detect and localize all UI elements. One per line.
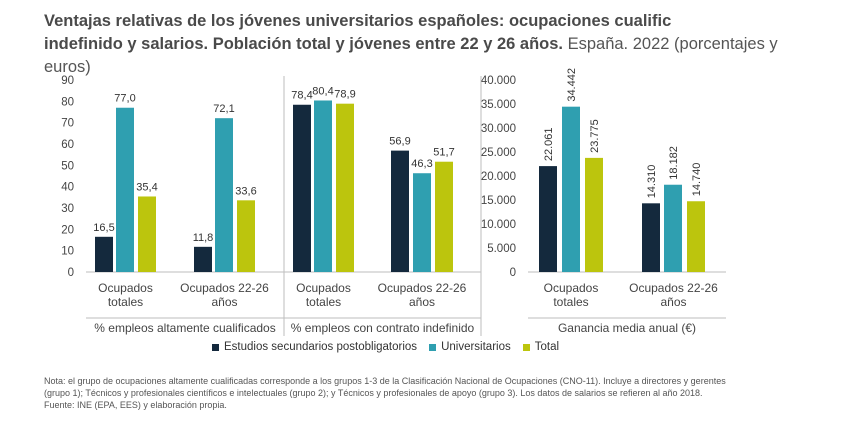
y-tick-label: 10.000 — [481, 219, 516, 231]
y-tick-label: 30 — [61, 203, 74, 215]
bar-universitarios-totales — [314, 100, 332, 272]
legend-item-universitarios: Universitarios — [429, 341, 511, 353]
bar-total-totales — [585, 157, 603, 272]
y-tick-label: 70 — [61, 118, 74, 130]
panel-axis-label: % empleos altamente cualificados — [94, 321, 275, 335]
y-tick-label: 30.000 — [481, 123, 516, 135]
data-label: 77,0 — [114, 93, 135, 105]
category-label: Ocupados — [544, 281, 599, 295]
y-tick-label: 20 — [61, 224, 74, 236]
bar-universitarios-22-26 — [664, 184, 682, 272]
data-label: 14.310 — [646, 165, 658, 199]
category-label: años — [409, 295, 435, 309]
y-tick-label: 50 — [61, 160, 74, 172]
category-label: Ocupados — [98, 281, 153, 295]
category-label: Ocupados 22-26 — [629, 281, 718, 295]
y-tick-label: 40 — [61, 182, 74, 194]
y-tick-label: 0 — [510, 267, 516, 279]
bar-secundaria-22-26 — [194, 246, 212, 272]
data-label: 18.182 — [668, 146, 680, 180]
legend-label-total: Total — [534, 341, 560, 353]
legend-item-secundaria: Estudios secundarios postobligatorios — [212, 341, 417, 353]
bar-total-totales — [138, 196, 156, 272]
category-label: totales — [306, 295, 341, 309]
bar-universitarios-22-26 — [413, 173, 431, 272]
panel-axis-label: % empleos con contrato indefinido — [291, 321, 475, 335]
footnote: Nota: el grupo de ocupaciones altamente … — [44, 375, 824, 411]
data-label: 78,4 — [291, 90, 312, 102]
chart-title: Ventajas relativas de los jóvenes univer… — [44, 10, 804, 79]
title-line-2-bold: indefinido y salarios. Población total y… — [44, 35, 564, 53]
data-label: 80,4 — [312, 85, 333, 97]
y-tick-label: 5.000 — [487, 243, 516, 255]
data-label: 14.740 — [691, 163, 703, 197]
category-label: totales — [108, 295, 143, 309]
title-line-1: Ventajas relativas de los jóvenes univer… — [44, 12, 672, 30]
footnote-line-2: (grupo 1); Técnicos y profesionales cien… — [44, 388, 703, 398]
bar-secundaria-22-26 — [391, 150, 409, 272]
bar-universitarios-totales — [562, 106, 580, 272]
bar-total-22-26 — [435, 161, 453, 272]
legend: Estudios secundarios postobligatorios Un… — [212, 341, 559, 353]
data-label: 51,7 — [433, 147, 454, 159]
y-tick-label: 60 — [61, 139, 74, 151]
bar-universitarios-totales — [116, 107, 134, 272]
data-label: 23.775 — [589, 119, 601, 153]
title-line-2-light: España. 2022 (porcentajes y euros) — [44, 35, 778, 76]
bar-total-totales — [336, 103, 354, 273]
bar-secundaria-totales — [293, 104, 311, 272]
category-label: años — [211, 295, 237, 309]
y-tick-label: 15.000 — [481, 195, 516, 207]
legend-swatch-secundaria — [212, 343, 219, 351]
y-tick-label: 40.000 — [481, 75, 516, 87]
y-tick-label: 90 — [61, 75, 74, 87]
y-tick-label: 20.000 — [481, 171, 516, 183]
y-tick-label: 35.000 — [481, 99, 516, 111]
data-label: 78,9 — [334, 89, 355, 101]
panel-axis-label: Ganancia media anual (€) — [558, 321, 696, 335]
legend-swatch-total — [522, 343, 530, 351]
legend-item-total: Total — [522, 341, 560, 353]
category-label: Ocupados 22-26 — [180, 281, 269, 295]
data-label: 34.442 — [566, 68, 578, 102]
data-label: 16,5 — [93, 222, 114, 234]
y-tick-label: 25.000 — [481, 147, 516, 159]
legend-label-universitarios: Universitarios — [441, 341, 511, 353]
category-label: Ocupados — [296, 281, 351, 295]
y-tick-label: 80 — [61, 96, 74, 108]
data-label: 72,1 — [213, 103, 234, 115]
bar-total-22-26 — [687, 201, 705, 272]
data-label: 46,3 — [411, 158, 432, 170]
category-label: Ocupados 22-26 — [378, 281, 467, 295]
data-label: 22.061 — [543, 127, 555, 161]
y-tick-label: 0 — [68, 267, 74, 279]
category-label: totales — [553, 295, 588, 309]
category-label: años — [660, 295, 686, 309]
y-tick-label: 10 — [61, 246, 74, 258]
legend-label-secundaria: Estudios secundarios postobligatorios — [224, 341, 418, 353]
bar-secundaria-22-26 — [642, 203, 660, 272]
footnote-line-1: Nota: el grupo de ocupaciones altamente … — [44, 376, 726, 386]
bar-secundaria-totales — [539, 166, 557, 272]
footnote-line-3: Fuente: INE (EPA, EES) y elaboración pro… — [44, 400, 227, 410]
legend-swatch-universitarios — [429, 343, 437, 351]
bar-total-22-26 — [237, 200, 255, 272]
data-label: 33,6 — [235, 185, 256, 197]
data-label: 56,9 — [389, 136, 410, 148]
bar-universitarios-22-26 — [215, 118, 233, 272]
bar-secundaria-totales — [95, 236, 113, 272]
data-label: 11,8 — [193, 232, 214, 244]
data-label: 35,4 — [136, 181, 157, 193]
